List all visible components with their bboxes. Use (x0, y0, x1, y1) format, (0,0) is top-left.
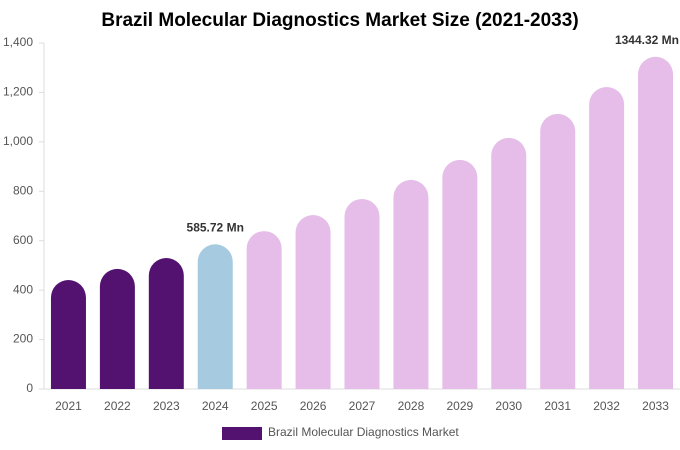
x-tick-label: 2023 (153, 399, 180, 413)
bar (197, 244, 233, 389)
x-tick-label: 2026 (300, 399, 327, 413)
bar (246, 231, 282, 389)
bar (50, 280, 86, 389)
x-tick-label: 2028 (398, 399, 425, 413)
x-tick-label: 2027 (349, 399, 376, 413)
y-tick-label: 1,000 (3, 134, 33, 148)
bar (295, 215, 331, 389)
y-tick-label: 200 (13, 332, 33, 346)
x-tick-label: 2022 (104, 399, 131, 413)
value-label: 585.72 Mn (187, 220, 244, 234)
bar (393, 179, 429, 389)
x-tick-label: 2029 (446, 399, 473, 413)
x-tick-label: 2025 (251, 399, 278, 413)
x-tick-label: 2024 (202, 399, 229, 413)
value-label: 1344.32 Mn (615, 33, 679, 47)
bar (344, 198, 380, 389)
bar (99, 268, 135, 389)
legend-label: Brazil Molecular Diagnostics Market (268, 425, 459, 439)
x-tick-label: 2032 (593, 399, 620, 413)
y-tick-label: 800 (13, 183, 33, 197)
legend-swatch (222, 427, 262, 440)
bar (540, 113, 576, 389)
x-tick-label: 2030 (495, 399, 522, 413)
y-tick-label: 1,200 (3, 85, 33, 99)
y-tick-label: 0 (26, 381, 33, 395)
x-tick-label: 2031 (544, 399, 571, 413)
bar (589, 86, 625, 390)
bar (491, 137, 527, 389)
chart-title: Brazil Molecular Diagnostics Market Size… (101, 10, 578, 31)
x-tick-label: 2021 (55, 399, 82, 413)
x-tick-label: 2033 (642, 399, 669, 413)
bar (148, 258, 184, 389)
bar (638, 56, 674, 389)
y-tick-label: 600 (13, 233, 33, 247)
y-tick-label: 1,400 (3, 35, 33, 49)
bar (442, 159, 478, 389)
y-tick-label: 400 (13, 282, 33, 296)
